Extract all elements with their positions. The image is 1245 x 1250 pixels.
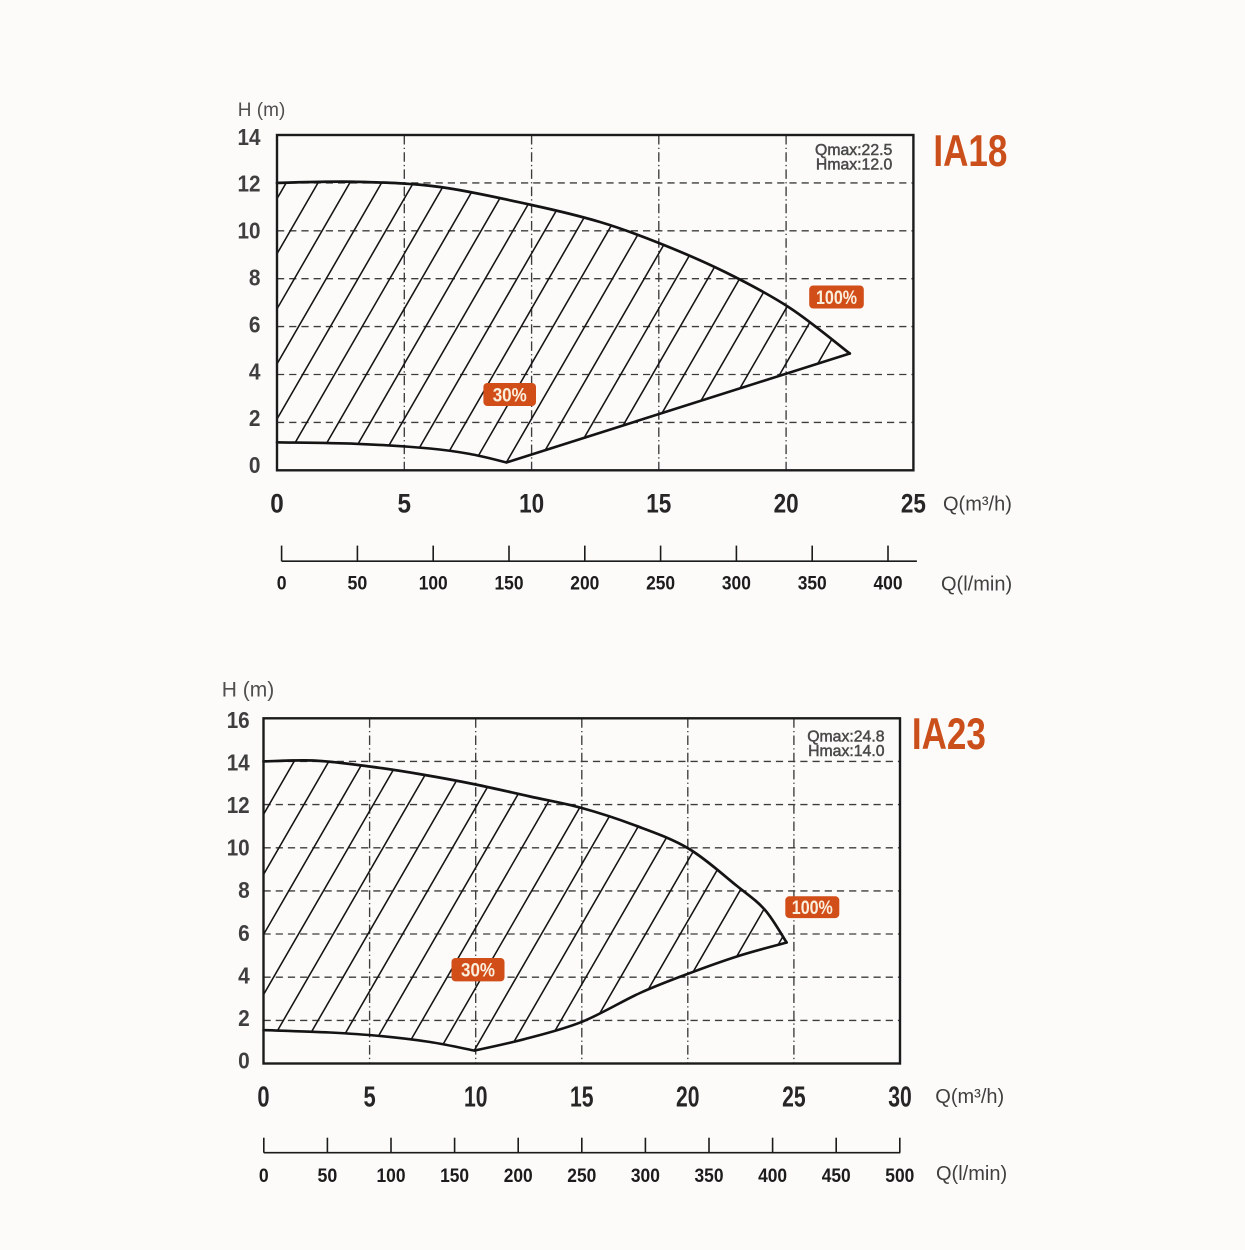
svg-text:10: 10 bbox=[238, 218, 261, 244]
svg-text:20: 20 bbox=[676, 1081, 700, 1113]
svg-text:50: 50 bbox=[318, 1165, 338, 1187]
svg-text:10: 10 bbox=[519, 489, 544, 519]
svg-text:4: 4 bbox=[238, 962, 250, 988]
svg-text:8: 8 bbox=[238, 877, 250, 903]
svg-text:30: 30 bbox=[888, 1081, 912, 1113]
svg-text:0: 0 bbox=[259, 1165, 269, 1187]
svg-text:50: 50 bbox=[348, 572, 368, 594]
svg-text:10: 10 bbox=[464, 1081, 488, 1113]
svg-text:5: 5 bbox=[364, 1081, 376, 1113]
svg-text:30%: 30% bbox=[493, 384, 527, 406]
svg-text:350: 350 bbox=[798, 572, 827, 594]
svg-text:H (m): H (m) bbox=[222, 678, 274, 701]
svg-text:150: 150 bbox=[495, 572, 524, 594]
svg-text:500: 500 bbox=[885, 1165, 914, 1187]
svg-text:100%: 100% bbox=[792, 897, 833, 919]
svg-text:100%: 100% bbox=[816, 287, 857, 309]
svg-text:14: 14 bbox=[227, 750, 250, 776]
svg-text:IA23: IA23 bbox=[912, 710, 986, 759]
svg-text:IA18: IA18 bbox=[933, 127, 1007, 176]
svg-text:8: 8 bbox=[249, 265, 261, 291]
svg-text:Q(m³/h): Q(m³/h) bbox=[943, 494, 1012, 516]
svg-text:200: 200 bbox=[570, 572, 599, 594]
svg-text:12: 12 bbox=[238, 171, 261, 197]
svg-text:Hmax:12.0: Hmax:12.0 bbox=[816, 156, 893, 173]
svg-text:4: 4 bbox=[249, 358, 261, 384]
svg-text:Q(l/min): Q(l/min) bbox=[941, 574, 1012, 596]
svg-text:5: 5 bbox=[398, 489, 412, 519]
svg-text:350: 350 bbox=[695, 1165, 724, 1187]
svg-text:Q(m³/h): Q(m³/h) bbox=[935, 1086, 1004, 1108]
svg-text:2: 2 bbox=[238, 1005, 250, 1031]
svg-text:Qmax:24.8: Qmax:24.8 bbox=[807, 728, 884, 745]
svg-text:0: 0 bbox=[249, 452, 261, 478]
svg-text:400: 400 bbox=[874, 572, 903, 594]
svg-text:15: 15 bbox=[646, 489, 671, 519]
svg-text:Qmax:22.5: Qmax:22.5 bbox=[815, 142, 892, 159]
svg-text:450: 450 bbox=[822, 1165, 851, 1187]
svg-text:2: 2 bbox=[249, 405, 261, 431]
svg-text:25: 25 bbox=[901, 489, 926, 519]
svg-text:16: 16 bbox=[227, 707, 250, 733]
svg-text:0: 0 bbox=[270, 489, 284, 519]
svg-text:300: 300 bbox=[631, 1165, 660, 1187]
svg-text:H (m): H (m) bbox=[238, 100, 285, 121]
svg-text:300: 300 bbox=[722, 572, 751, 594]
svg-text:0: 0 bbox=[257, 1081, 269, 1113]
svg-text:100: 100 bbox=[377, 1165, 406, 1187]
svg-text:12: 12 bbox=[227, 792, 250, 818]
svg-text:250: 250 bbox=[567, 1165, 596, 1187]
svg-text:14: 14 bbox=[238, 124, 261, 150]
svg-text:150: 150 bbox=[440, 1165, 469, 1187]
svg-text:Q(l/min): Q(l/min) bbox=[936, 1163, 1007, 1185]
svg-text:100: 100 bbox=[419, 572, 448, 594]
svg-text:25: 25 bbox=[782, 1081, 806, 1113]
svg-text:6: 6 bbox=[238, 920, 250, 946]
svg-text:400: 400 bbox=[758, 1165, 787, 1187]
svg-text:0: 0 bbox=[238, 1047, 250, 1073]
svg-text:30%: 30% bbox=[461, 960, 495, 982]
svg-text:250: 250 bbox=[646, 572, 675, 594]
svg-text:10: 10 bbox=[227, 835, 250, 861]
svg-text:0: 0 bbox=[277, 572, 287, 594]
svg-text:Hmax:14.0: Hmax:14.0 bbox=[808, 743, 885, 760]
svg-text:6: 6 bbox=[249, 311, 261, 337]
svg-text:15: 15 bbox=[570, 1081, 594, 1113]
svg-text:20: 20 bbox=[774, 489, 799, 519]
svg-text:200: 200 bbox=[504, 1165, 533, 1187]
